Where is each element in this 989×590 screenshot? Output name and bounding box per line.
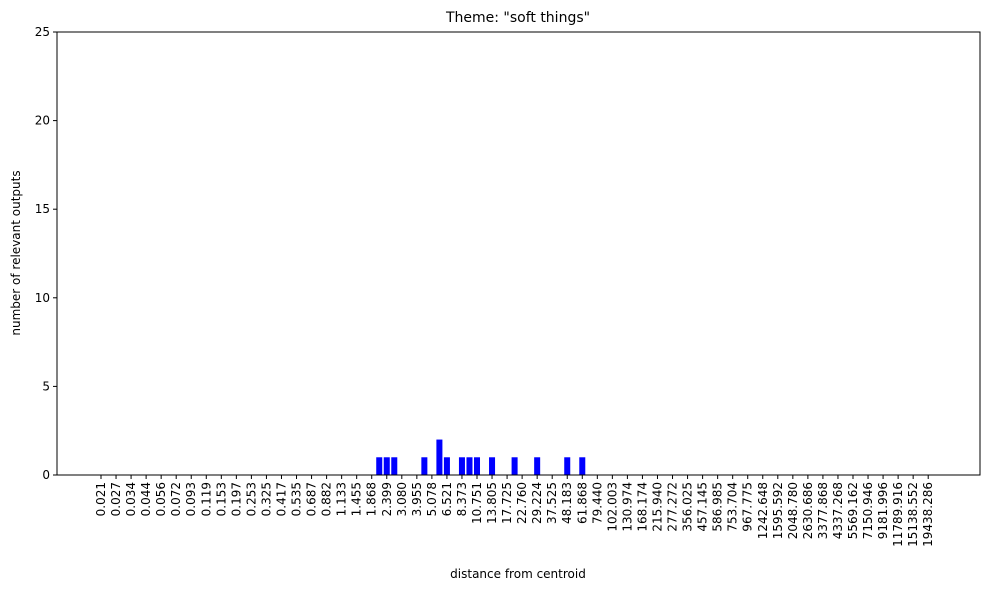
x-tick-label: 5569.162 xyxy=(846,482,860,539)
x-tick-label: 0.093 xyxy=(184,482,198,516)
x-tick-label: 3.080 xyxy=(395,482,409,516)
bar xyxy=(383,457,390,475)
x-tick-label: 13.805 xyxy=(485,482,499,524)
x-tick-label: 3377.868 xyxy=(816,482,830,539)
x-tick-label: 19438.286 xyxy=(921,482,935,547)
bar xyxy=(436,439,443,475)
bar xyxy=(443,457,450,475)
x-tick-label: 457.145 xyxy=(696,482,710,532)
x-tick-label: 4337.268 xyxy=(831,482,845,539)
x-tick-label: 7150.946 xyxy=(861,482,875,539)
x-tick-label: 753.704 xyxy=(726,482,740,532)
x-tick-label: 0.072 xyxy=(169,482,183,516)
x-tick-label: 79.440 xyxy=(590,482,604,524)
bar xyxy=(511,457,518,475)
x-tick-label: 48.183 xyxy=(560,482,574,524)
bar xyxy=(466,457,473,475)
y-tick-label: 0 xyxy=(42,468,50,482)
y-tick-label: 15 xyxy=(35,202,50,216)
x-tick-label: 3.955 xyxy=(410,482,424,516)
x-tick-label: 29.224 xyxy=(530,482,544,524)
x-tick-label: 0.253 xyxy=(244,482,258,516)
x-tick-label: 168.174 xyxy=(635,482,649,532)
x-tick-label: 1.455 xyxy=(350,482,364,516)
x-tick-label: 967.775 xyxy=(741,482,755,532)
x-tick-label: 6.521 xyxy=(440,482,454,516)
chart-title: Theme: "soft things" xyxy=(445,10,590,26)
x-tick-label: 0.044 xyxy=(139,482,153,516)
x-tick-label: 22.760 xyxy=(515,482,529,524)
y-tick-label: 5 xyxy=(42,379,50,393)
x-tick-label: 2048.780 xyxy=(786,482,800,539)
x-tick-label: 586.985 xyxy=(711,482,725,532)
x-tick-label: 0.535 xyxy=(290,482,304,516)
x-tick-label: 37.525 xyxy=(545,482,559,524)
x-tick-label: 215.940 xyxy=(650,482,664,532)
x-tick-label: 0.034 xyxy=(124,482,138,516)
bar xyxy=(473,457,481,475)
x-tick-label: 0.417 xyxy=(274,482,288,516)
x-tick-label: 0.687 xyxy=(305,482,319,516)
bar xyxy=(421,457,428,475)
x-tick-label: 61.868 xyxy=(575,482,589,524)
y-tick-label: 25 xyxy=(35,25,50,39)
plot-frame xyxy=(56,31,981,476)
x-tick-label: 0.153 xyxy=(214,482,228,516)
x-tick-label: 8.373 xyxy=(455,482,469,516)
x-tick-label: 356.025 xyxy=(681,482,695,532)
x-tick-label: 0.119 xyxy=(199,482,213,516)
x-tick-label: 0.197 xyxy=(229,482,243,516)
y-tick-label: 20 xyxy=(35,114,50,128)
x-tick-label: 1595.592 xyxy=(771,482,785,539)
x-tick-label: 15138.552 xyxy=(906,482,920,547)
x-tick-label: 0.882 xyxy=(320,482,334,516)
x-tick-label: 5.078 xyxy=(425,482,439,516)
x-tick-label: 10.751 xyxy=(470,482,484,524)
x-tick-label: 0.325 xyxy=(259,482,273,516)
x-tick-label: 2630.686 xyxy=(801,482,815,539)
x-tick-label: 17.725 xyxy=(500,482,514,524)
x-tick-label: 0.021 xyxy=(94,482,108,516)
bar xyxy=(579,457,586,475)
bar xyxy=(534,457,541,475)
x-axis-label: distance from centroid xyxy=(450,567,586,581)
x-tick-label: 11789.916 xyxy=(891,482,905,547)
bar xyxy=(564,457,571,475)
x-tick-label: 277.272 xyxy=(666,482,680,532)
x-tick-label: 0.027 xyxy=(109,482,123,516)
bar xyxy=(376,457,383,475)
x-tick-label: 1242.648 xyxy=(756,482,770,539)
y-tick-label: 10 xyxy=(35,291,50,305)
bar xyxy=(458,457,465,475)
x-tick-label: 130.974 xyxy=(620,482,634,532)
x-tick-label: 1.133 xyxy=(335,482,349,516)
x-tick-label: 9181.996 xyxy=(876,482,890,539)
x-tick-label: 1.868 xyxy=(365,482,379,516)
x-tick-label: 2.399 xyxy=(380,482,394,516)
x-tick-label: 0.056 xyxy=(154,482,168,516)
bar xyxy=(391,457,398,475)
y-axis-label: number of relevant outputs xyxy=(9,170,23,335)
x-tick-label: 102.003 xyxy=(605,482,619,532)
bar xyxy=(489,457,496,475)
